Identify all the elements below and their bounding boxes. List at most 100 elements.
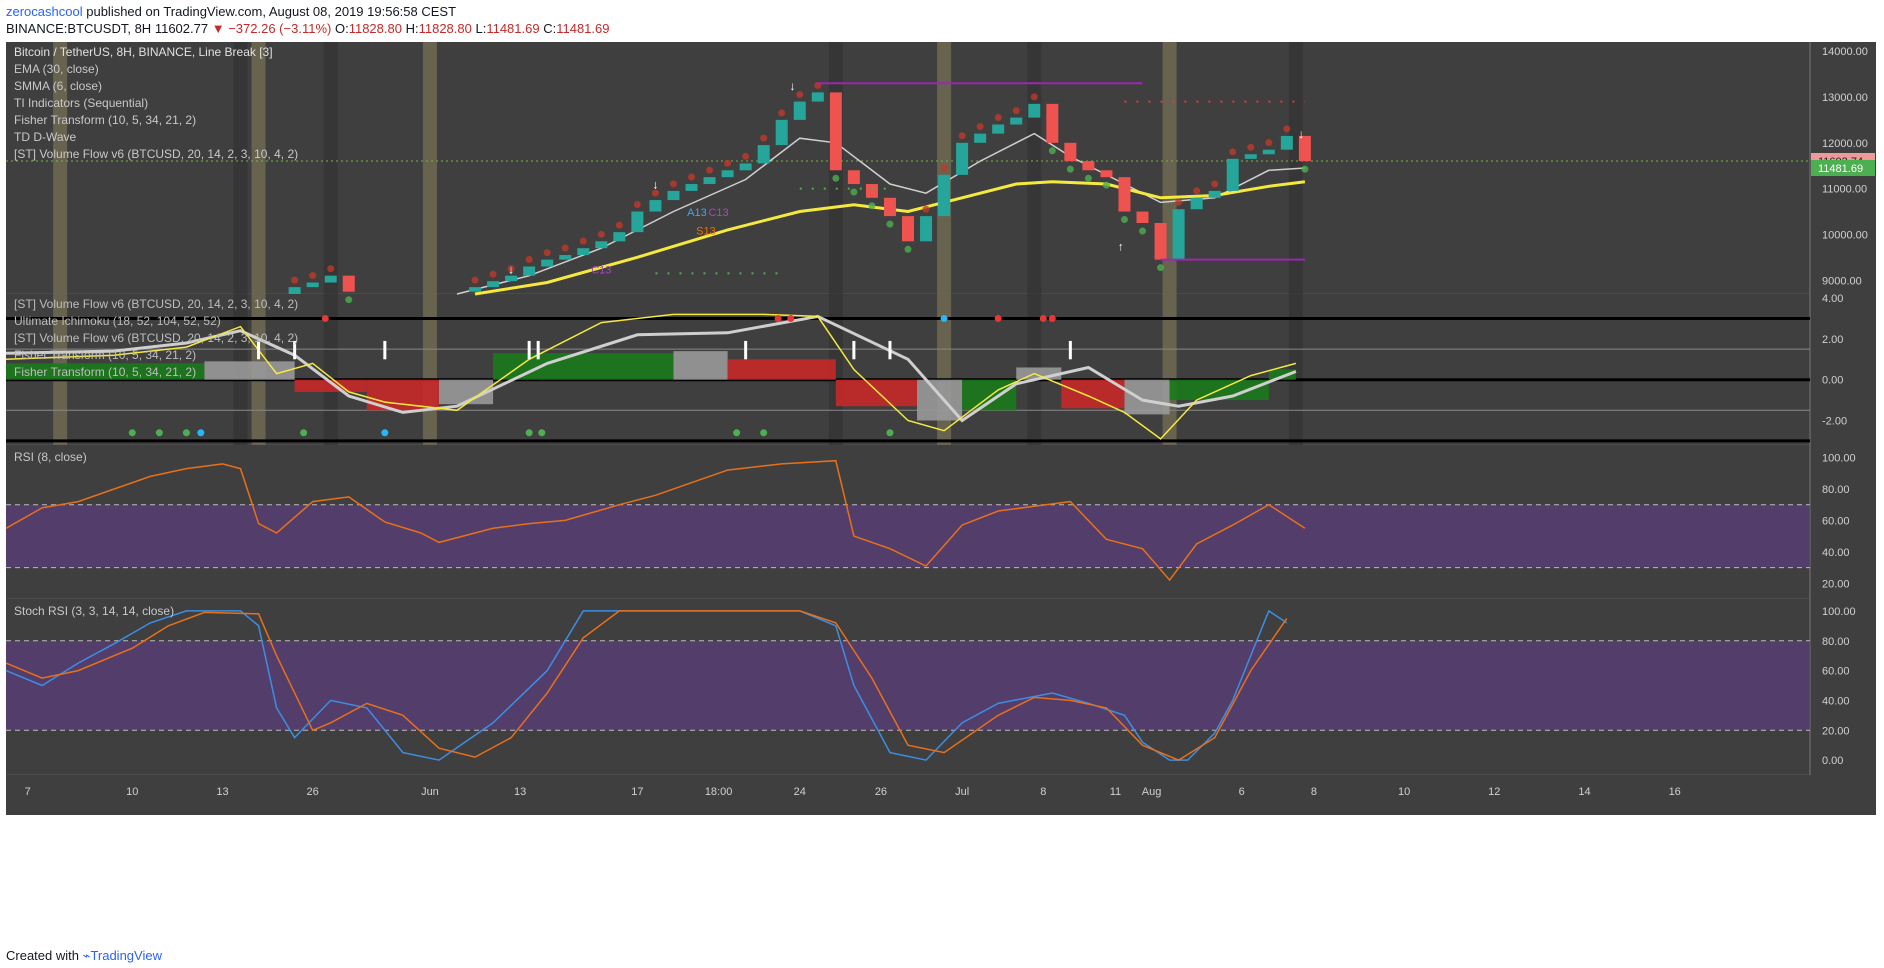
- sequential-dot: [507, 265, 515, 273]
- price-axis-tick: 0.00: [1822, 755, 1843, 767]
- low-value: 11481.69: [486, 21, 540, 36]
- oscillator-legend-line: [ST] Volume Flow v6 (BTCUSD, 20, 14, 2, …: [14, 297, 298, 311]
- sequential-dot: [868, 202, 876, 210]
- time-axis-tick: 6: [1239, 786, 1245, 798]
- price-brick: [811, 92, 824, 102]
- price-brick: [559, 255, 572, 260]
- sequential-dot: [760, 134, 768, 142]
- sequential-dot: [886, 220, 894, 228]
- time-axis-tick: 14: [1578, 786, 1590, 798]
- time-axis-tick: 13: [514, 786, 526, 798]
- time-axis-tick: 13: [216, 786, 228, 798]
- sequential-dot: [597, 230, 605, 238]
- signal-dot: [733, 429, 741, 437]
- sequential-dot: [904, 245, 912, 253]
- published-text: published on TradingView.com, August 08,…: [86, 4, 457, 19]
- sequential-dot: [291, 276, 299, 284]
- fisher-line: [5, 313, 1297, 440]
- sequential-annotation: C13: [591, 264, 611, 276]
- price-axis-tick: 60.00: [1822, 515, 1850, 527]
- volume-flow-area: [204, 361, 295, 380]
- time-axis-tick: Aug: [1142, 786, 1162, 798]
- price-brick: [505, 275, 518, 282]
- stoch-band: [6, 640, 1810, 731]
- footer: Created with ⌁TradingView: [6, 948, 162, 964]
- price-brick: [1172, 209, 1185, 260]
- price-brick: [523, 266, 536, 276]
- sequential-dot: [778, 109, 786, 117]
- price-axis-tick: 40.00: [1822, 695, 1850, 707]
- sequential-dot: [1048, 147, 1056, 155]
- sequential-dot: [994, 113, 1002, 121]
- volume-flow-area: [6, 363, 205, 380]
- tradingview-logo-icon[interactable]: ⌁: [82, 948, 91, 963]
- sequential-dot: [1265, 139, 1273, 147]
- sequential-dot: [345, 296, 353, 304]
- main-legend-line: Fisher Transform (10, 5, 34, 21, 2): [14, 113, 196, 127]
- price-axis-tick: 80.00: [1822, 636, 1850, 648]
- price-axis-tick: 80.00: [1822, 484, 1850, 496]
- close-value: 11481.69: [556, 21, 610, 36]
- price-brick: [703, 177, 716, 185]
- close-label: C:: [543, 21, 557, 36]
- time-axis-tick: 24: [794, 786, 806, 798]
- price-brick: [865, 184, 878, 198]
- price-brick: [974, 133, 987, 143]
- main-legend-line: [ST] Volume Flow v6 (BTCUSD, 20, 14, 2, …: [14, 147, 298, 161]
- price-brick: [956, 142, 969, 175]
- price-brick: [487, 281, 500, 288]
- volume-flow-area: [835, 379, 918, 407]
- change-down-icon: ▼: [211, 21, 225, 36]
- price-change: −372.26 (−3.11%): [228, 21, 332, 36]
- sequential-dot: [976, 123, 984, 131]
- volume-spike: [852, 340, 856, 360]
- signal-dot: [128, 429, 136, 437]
- signal-dot: [787, 314, 795, 322]
- price-brick: [1298, 135, 1311, 162]
- price-brick: [649, 200, 662, 212]
- sequential-dot: [958, 132, 966, 140]
- signal-dot: [381, 429, 389, 437]
- oscillator-legend-line: Ultimate Ichimoku (18, 52, 104, 52, 52): [14, 314, 221, 328]
- session-highlight: [251, 42, 266, 445]
- session-shade: [233, 42, 248, 445]
- sequential-dot: [525, 256, 533, 264]
- sequential-dot: [1012, 107, 1020, 115]
- sequential-dot: [651, 189, 659, 197]
- volume-spike: [527, 340, 531, 360]
- sequential-dot: [1211, 180, 1219, 188]
- signal-dot: [538, 429, 546, 437]
- price-brick: [1244, 154, 1257, 159]
- time-axis-tick: 17: [631, 786, 643, 798]
- sequential-dot: [1084, 174, 1092, 182]
- price-brick: [469, 287, 482, 292]
- price-brick: [902, 216, 914, 242]
- sequential-dot: [706, 166, 714, 174]
- ema-line: [474, 180, 1306, 296]
- price-axis-tick: 14000.00: [1822, 46, 1868, 58]
- price-brick: [1136, 211, 1149, 223]
- price-brick: [721, 170, 734, 178]
- time-axis-tick: Jun: [421, 786, 439, 798]
- author-link[interactable]: zerocashcool: [6, 4, 83, 19]
- price-axis-tick: 100.00: [1822, 606, 1856, 618]
- price-brick: [992, 124, 1005, 134]
- sequential-dot: [669, 180, 677, 188]
- volume-flow-area: [1124, 379, 1170, 415]
- oscillator-legend-line: [ST] Volume Flow v6 (BTCUSD, 20, 14, 2, …: [14, 331, 298, 345]
- sequential-dot: [1175, 198, 1183, 206]
- price-brick: [667, 190, 680, 201]
- signal-dot: [321, 314, 329, 322]
- signal-dot: [182, 429, 190, 437]
- tradingview-brand[interactable]: TradingView: [90, 948, 162, 963]
- sequential-dot: [1030, 93, 1038, 101]
- price-axis-tick: 12000.00: [1822, 138, 1868, 150]
- signal-dot: [774, 314, 782, 322]
- rsi-legend: RSI (8, close): [14, 450, 87, 464]
- main-legend-title: Bitcoin / TetherUS, 8H, BINANCE, Line Br…: [14, 45, 273, 59]
- session-highlight: [53, 42, 68, 445]
- sequential-dot: [1247, 143, 1255, 151]
- session-shade: [323, 42, 338, 445]
- time-axis-tick: 26: [307, 786, 319, 798]
